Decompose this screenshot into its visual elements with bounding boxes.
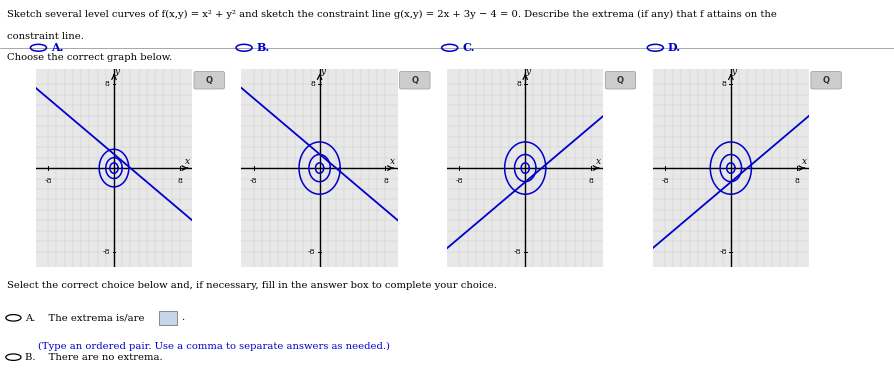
Text: y: y (731, 67, 737, 76)
Text: -8: -8 (456, 178, 463, 186)
Text: Choose the correct graph below.: Choose the correct graph below. (7, 53, 173, 63)
Text: -8: -8 (308, 248, 316, 256)
Text: y: y (320, 67, 325, 76)
Text: A.  The extrema is/are: A. The extrema is/are (25, 313, 145, 322)
Text: x: x (391, 157, 395, 166)
Text: constraint line.: constraint line. (7, 32, 84, 42)
Text: Q: Q (617, 76, 624, 85)
Text: -8: -8 (720, 248, 727, 256)
Text: Select the correct choice below and, if necessary, fill in the answer box to com: Select the correct choice below and, if … (7, 281, 497, 290)
Text: x: x (802, 157, 806, 166)
Text: y: y (114, 67, 120, 76)
Text: y: y (526, 67, 531, 76)
Text: x: x (185, 157, 190, 166)
Text: -8: -8 (514, 248, 521, 256)
Text: -8: -8 (103, 248, 110, 256)
Text: 8: 8 (794, 178, 799, 186)
Text: -8: -8 (662, 178, 669, 186)
Text: C.: C. (462, 42, 475, 53)
Text: 8: 8 (516, 81, 521, 89)
Text: 8: 8 (105, 81, 110, 89)
Text: 8: 8 (177, 178, 182, 186)
Text: 8: 8 (310, 81, 316, 89)
Text: B.: B. (257, 42, 270, 53)
Text: B.  There are no extrema.: B. There are no extrema. (25, 353, 163, 362)
Text: D.: D. (668, 42, 681, 53)
Text: -8: -8 (45, 178, 52, 186)
Text: (Type an ordered pair. Use a comma to separate answers as needed.): (Type an ordered pair. Use a comma to se… (38, 342, 391, 351)
Text: 8: 8 (383, 178, 388, 186)
Text: Q: Q (206, 76, 213, 85)
Text: .: . (181, 313, 183, 322)
Text: A.: A. (51, 42, 63, 53)
Text: Q: Q (822, 76, 830, 85)
Text: 8: 8 (588, 178, 594, 186)
Text: x: x (596, 157, 601, 166)
Text: 8: 8 (721, 81, 727, 89)
Text: Q: Q (411, 76, 418, 85)
Text: Sketch several level curves of f(x,y) = x² + y² and sketch the constraint line g: Sketch several level curves of f(x,y) = … (7, 10, 777, 19)
Text: -8: -8 (250, 178, 257, 186)
